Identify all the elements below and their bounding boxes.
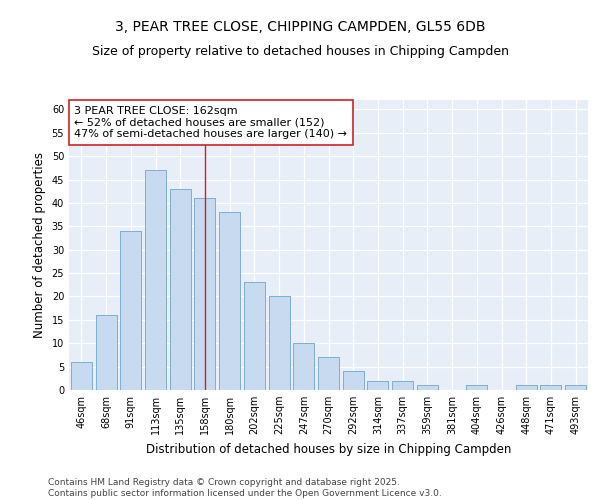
Bar [392, 380, 413, 390]
Bar [541, 386, 562, 390]
Bar [194, 198, 215, 390]
Bar [466, 386, 487, 390]
Bar [318, 358, 339, 390]
Bar [269, 296, 290, 390]
Bar [565, 386, 586, 390]
Bar [170, 189, 191, 390]
Bar [318, 358, 339, 390]
Bar [170, 189, 191, 390]
Bar [367, 380, 388, 390]
Y-axis label: Number of detached properties: Number of detached properties [33, 152, 46, 338]
Bar [145, 170, 166, 390]
Bar [120, 231, 141, 390]
Bar [417, 386, 438, 390]
Bar [293, 343, 314, 390]
Text: 3, PEAR TREE CLOSE, CHIPPING CAMPDEN, GL55 6DB: 3, PEAR TREE CLOSE, CHIPPING CAMPDEN, GL… [115, 20, 485, 34]
Bar [269, 296, 290, 390]
Text: Size of property relative to detached houses in Chipping Campden: Size of property relative to detached ho… [91, 45, 509, 58]
Bar [71, 362, 92, 390]
Bar [516, 386, 537, 390]
Bar [417, 386, 438, 390]
Bar [244, 282, 265, 390]
Bar [219, 212, 240, 390]
Bar [219, 212, 240, 390]
Text: 3 PEAR TREE CLOSE: 162sqm
← 52% of detached houses are smaller (152)
47% of semi: 3 PEAR TREE CLOSE: 162sqm ← 52% of detac… [74, 106, 347, 139]
Bar [145, 170, 166, 390]
Bar [244, 282, 265, 390]
Bar [541, 386, 562, 390]
Bar [343, 372, 364, 390]
Bar [194, 198, 215, 390]
Bar [392, 380, 413, 390]
Bar [293, 343, 314, 390]
Bar [466, 386, 487, 390]
Bar [95, 315, 116, 390]
Bar [71, 362, 92, 390]
X-axis label: Distribution of detached houses by size in Chipping Campden: Distribution of detached houses by size … [146, 442, 511, 456]
Text: Contains HM Land Registry data © Crown copyright and database right 2025.
Contai: Contains HM Land Registry data © Crown c… [48, 478, 442, 498]
Bar [516, 386, 537, 390]
Bar [367, 380, 388, 390]
Bar [95, 315, 116, 390]
Bar [120, 231, 141, 390]
Bar [343, 372, 364, 390]
Bar [565, 386, 586, 390]
